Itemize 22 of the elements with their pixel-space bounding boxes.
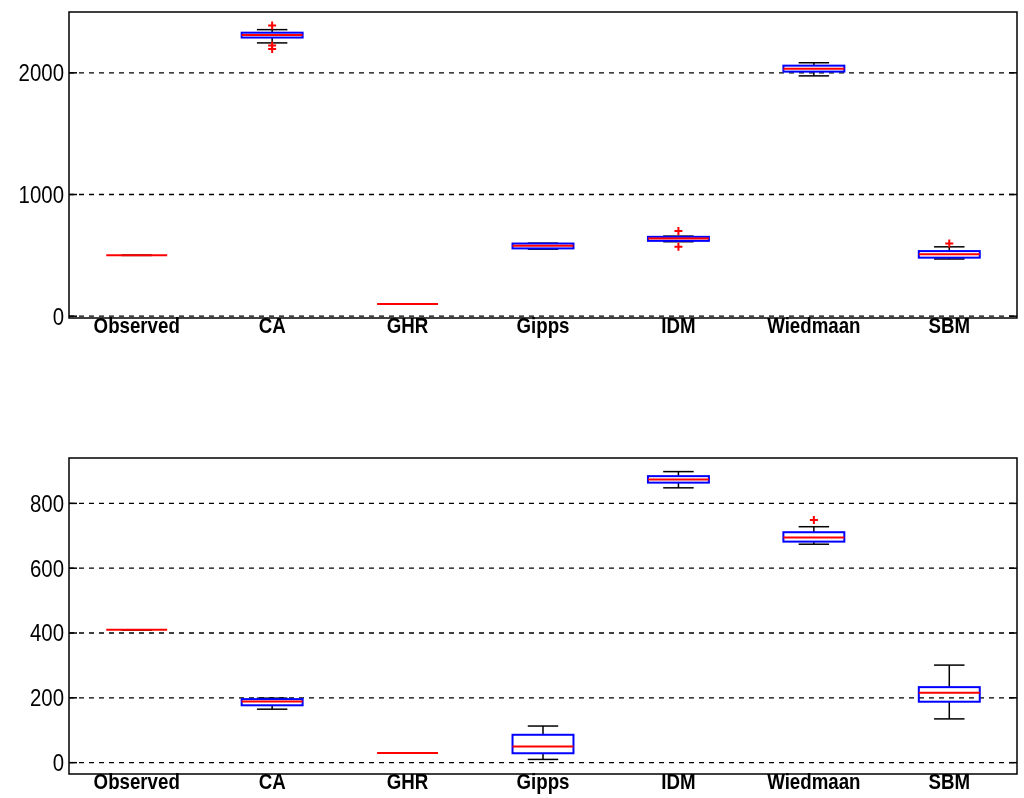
x-tick-label: GHR — [386, 313, 429, 338]
x-tick-label: SBM — [928, 313, 971, 338]
x-tick-label: IDM — [661, 769, 696, 794]
x-tick-label: GHR — [386, 769, 429, 794]
x-tick-label: Gipps — [516, 769, 570, 794]
y-tick-label: 1000 — [18, 181, 64, 209]
y-tick-label: 800 — [29, 490, 64, 518]
x-tick-label: Wiedmaan — [767, 313, 861, 338]
y-tick-label: 2000 — [18, 59, 64, 87]
x-tick-label: IDM — [661, 313, 696, 338]
x-tick-label: Wiedmaan — [767, 769, 861, 794]
x-tick-label: Observed — [93, 769, 180, 794]
x-tick-label: CA — [258, 313, 286, 338]
y-tick-label: 600 — [29, 555, 64, 582]
y-tick-label: 0 — [52, 303, 64, 330]
y-tick-label: 200 — [29, 684, 64, 712]
x-tick-label: CA — [258, 769, 286, 794]
x-tick-label: SBM — [928, 769, 971, 794]
y-tick-label: 0 — [52, 749, 64, 777]
y-tick-label: 400 — [29, 619, 64, 647]
x-tick-label: Observed — [93, 313, 180, 338]
x-tick-label: Gipps — [516, 313, 570, 338]
